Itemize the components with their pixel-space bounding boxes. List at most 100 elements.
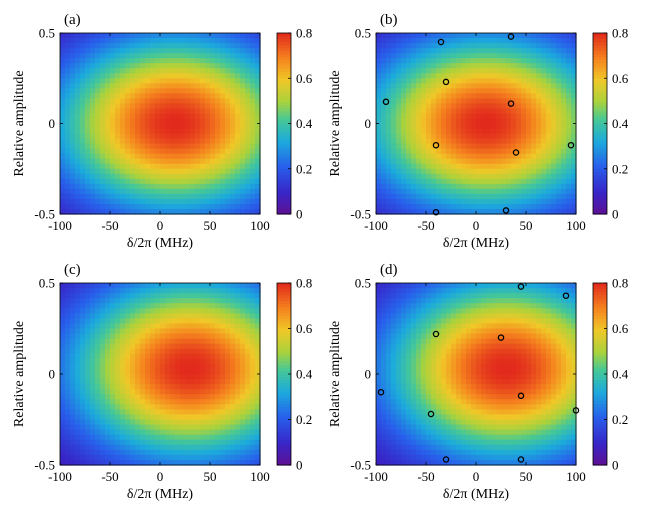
heatmap-cell xyxy=(70,439,76,446)
heatmap-cell xyxy=(376,168,382,175)
heatmap-cell xyxy=(506,78,512,84)
heatmap-cell xyxy=(381,178,387,185)
heatmap-cell xyxy=(571,183,577,190)
heatmap-cell xyxy=(551,123,557,130)
heatmap-cell xyxy=(155,133,161,140)
colorbar-segment xyxy=(593,207,607,212)
colorbar-segment xyxy=(277,129,291,134)
heatmap-cell xyxy=(446,168,452,175)
heatmap-cell xyxy=(80,353,86,360)
heatmap-cell xyxy=(185,434,191,441)
heatmap-cell xyxy=(85,288,91,294)
heatmap-cell xyxy=(521,33,527,39)
heatmap-cell xyxy=(65,198,71,205)
heatmap-cell xyxy=(381,308,387,314)
heatmap-cell xyxy=(250,323,256,330)
heatmap-cell xyxy=(205,318,211,325)
heatmap-cell xyxy=(491,43,497,49)
heatmap-cell xyxy=(100,38,106,44)
heatmap-cell xyxy=(100,93,106,99)
heatmap-cell xyxy=(235,404,241,410)
heatmap-cell xyxy=(145,399,151,405)
heatmap-cell xyxy=(481,78,487,84)
heatmap-cell xyxy=(541,158,547,165)
heatmap-cell xyxy=(80,73,86,79)
heatmap-cell xyxy=(205,384,211,390)
heatmap-cell xyxy=(70,459,76,466)
heatmap-cell xyxy=(456,53,462,59)
heatmap-cell xyxy=(396,43,402,49)
heatmap-cell xyxy=(391,108,397,115)
heatmap-cell xyxy=(456,103,462,110)
heatmap-cell xyxy=(536,128,542,135)
heatmap-cell xyxy=(110,158,116,165)
heatmap-cell xyxy=(135,328,141,335)
heatmap-cell xyxy=(381,404,387,410)
heatmap-cell xyxy=(446,108,452,115)
heatmap-cell xyxy=(115,153,121,160)
x-tick-label: -50 xyxy=(417,218,434,233)
colorbar-tick-label: 0.8 xyxy=(612,26,628,41)
heatmap-cell xyxy=(245,283,251,289)
heatmap-cell xyxy=(230,459,236,466)
heatmap-cell xyxy=(526,143,532,150)
heatmap-cell xyxy=(220,333,226,340)
heatmap-cell xyxy=(225,353,231,360)
heatmap-cell xyxy=(401,78,407,84)
heatmap-cell xyxy=(245,358,251,365)
heatmap-cell xyxy=(566,193,572,200)
heatmap-cell xyxy=(436,123,442,130)
heatmap-cell xyxy=(406,68,412,74)
heatmap-cell xyxy=(491,108,497,115)
heatmap xyxy=(60,33,261,215)
heatmap-cell xyxy=(456,183,462,190)
heatmap-cell xyxy=(245,118,251,125)
heatmap-cell xyxy=(245,138,251,145)
heatmap-cell xyxy=(521,123,527,130)
heatmap-cell xyxy=(120,288,126,294)
heatmap-cell xyxy=(75,419,81,426)
heatmap-cell xyxy=(536,68,542,74)
heatmap-cell xyxy=(110,38,116,44)
heatmap-cell xyxy=(235,188,241,195)
heatmap-cell xyxy=(225,158,231,165)
heatmap-cell xyxy=(511,188,517,195)
heatmap-cell xyxy=(140,308,146,314)
heatmap-cell xyxy=(446,83,452,89)
heatmap-cell xyxy=(115,328,121,335)
heatmap-cell xyxy=(70,148,76,155)
heatmap-cell xyxy=(60,348,66,355)
heatmap-cell xyxy=(215,88,221,94)
heatmap-cell xyxy=(396,48,402,54)
heatmap-cell xyxy=(75,38,81,44)
heatmap-cell xyxy=(376,429,382,436)
heatmap-cell xyxy=(90,358,96,365)
heatmap-cell xyxy=(551,83,557,89)
heatmap-cell xyxy=(60,113,66,120)
heatmap-cell xyxy=(115,208,121,215)
heatmap-cell xyxy=(150,343,156,350)
heatmap-cell xyxy=(75,123,81,130)
heatmap-cell xyxy=(381,449,387,456)
colorbar-segment xyxy=(593,54,607,58)
heatmap-cell xyxy=(65,38,71,44)
heatmap-cell xyxy=(235,348,241,355)
heatmap-cell xyxy=(421,414,427,421)
heatmap-cell xyxy=(220,153,226,160)
heatmap-cell xyxy=(541,208,547,215)
heatmap-cell xyxy=(411,363,417,370)
colorbar-segment xyxy=(593,96,607,100)
heatmap-cell xyxy=(210,323,216,330)
heatmap-cell xyxy=(95,424,101,431)
heatmap-cell xyxy=(376,414,382,421)
heatmap-cell xyxy=(250,368,256,375)
heatmap-cell xyxy=(381,368,387,375)
heatmap-cell xyxy=(446,208,452,215)
heatmap-cell xyxy=(391,158,397,165)
heatmap-cell xyxy=(381,153,387,160)
heatmap-cell xyxy=(245,293,251,299)
heatmap-cell xyxy=(150,308,156,314)
heatmap-cell xyxy=(376,178,382,185)
heatmap-cell xyxy=(200,303,206,309)
heatmap-cell xyxy=(200,43,206,49)
